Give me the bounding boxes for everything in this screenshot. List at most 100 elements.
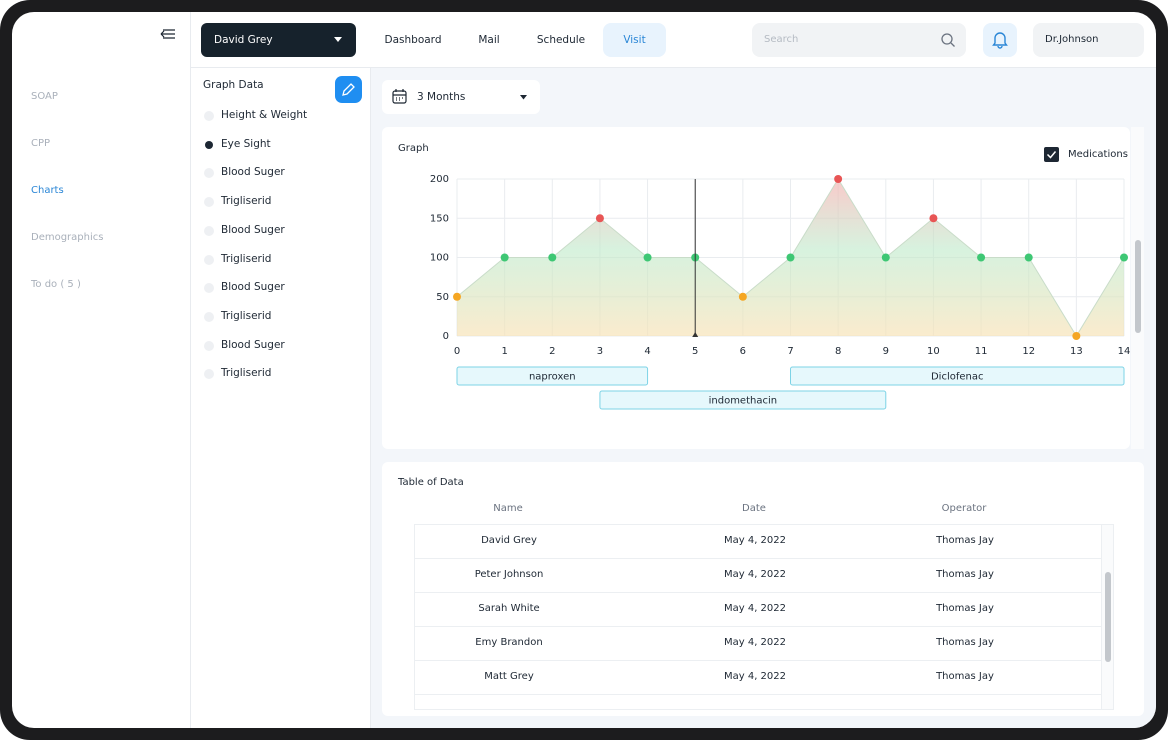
x-tick-label: 2 — [549, 346, 555, 357]
radio[interactable] — [204, 168, 214, 179]
point — [1024, 253, 1033, 262]
radio[interactable] — [204, 254, 214, 265]
check-mark — [1046, 151, 1057, 159]
caret — [520, 95, 527, 100]
x-tick-label: 3 — [597, 346, 603, 357]
table-cell: Thomas Jay — [936, 569, 994, 580]
search-box[interactable]: Search — [752, 23, 966, 57]
column-header: Operator — [941, 503, 987, 514]
sidebar-item[interactable]: CPP — [31, 138, 51, 149]
graph-list-title: Graph Data — [203, 79, 264, 91]
x-tick-label: 5 — [692, 346, 698, 357]
nav-item[interactable]: Mail — [478, 34, 500, 46]
scrollbar — [1101, 525, 1113, 709]
table-body: David Grey May 4, 2022 Thomas Jay Peter Joh… — [414, 524, 1114, 710]
nav-item[interactable]: Visit — [603, 23, 666, 57]
app: David Grey Search Dr.Johnson Graph Data … — [12, 12, 1156, 728]
graph-item[interactable]: Blood Suger — [221, 166, 285, 179]
y-tick-label: 0 — [443, 331, 449, 342]
radio[interactable] — [204, 283, 214, 294]
radio[interactable] — [204, 111, 214, 121]
y-tick-label: 100 — [430, 253, 449, 264]
search-placeholder: Search — [764, 34, 799, 45]
graph-item[interactable]: Blood Suger — [221, 223, 285, 236]
x-tick-label: 9 — [883, 346, 889, 357]
medication-bar — [456, 366, 649, 386]
y-tick-label: 150 — [430, 213, 449, 224]
radio[interactable] — [204, 197, 214, 208]
table-row[interactable]: Matt Grey May 4, 2022 Thomas Jay — [415, 661, 1101, 695]
x-tick-label: 11 — [975, 346, 988, 357]
medication-label: naproxen — [529, 372, 576, 383]
search-icon — [941, 33, 955, 47]
point — [1120, 253, 1128, 262]
cursor-marker — [692, 332, 699, 337]
graph-item[interactable]: Trigliserid — [221, 195, 272, 208]
graph-item[interactable]: Trigliserid — [221, 367, 272, 380]
edit-button[interactable] — [335, 76, 362, 103]
x-tick-label: 13 — [1070, 346, 1083, 357]
table-row[interactable]: Peter Johnson May 4, 2022 Thomas Jay — [415, 559, 1101, 593]
radio[interactable] — [204, 225, 214, 236]
graph-item[interactable]: Blood Suger — [221, 338, 285, 351]
scrollbar — [1131, 127, 1144, 449]
table-cell: Thomas Jay — [936, 535, 994, 546]
table-cell: May 4, 2022 — [723, 637, 787, 648]
divider — [370, 68, 371, 728]
graph-item[interactable]: Height & Weight — [221, 109, 308, 121]
table-cell: May 4, 2022 — [723, 603, 787, 614]
caret — [334, 37, 342, 42]
nav-item[interactable]: Schedule — [536, 34, 586, 46]
scroll-thumb[interactable] — [1105, 572, 1111, 662]
table-cell: May 4, 2022 — [723, 535, 787, 546]
bell-icon — [992, 32, 1008, 49]
point — [453, 292, 461, 301]
x-tick-label: 0 — [454, 346, 460, 357]
x-tick-label: 8 — [835, 346, 841, 357]
radio[interactable] — [205, 140, 213, 149]
medication-bar — [790, 366, 1125, 386]
point — [834, 175, 843, 183]
legend-checkbox[interactable] — [1044, 147, 1059, 162]
table-row[interactable]: Emy Brandon May 4, 2022 Thomas Jay — [415, 627, 1101, 661]
graph-item[interactable]: Eye Sight — [221, 137, 271, 150]
user-name: Dr.Johnson — [1045, 34, 1099, 45]
sidebar-item[interactable]: To do ( 5 ) — [31, 279, 81, 290]
scroll-thumb[interactable] — [1135, 240, 1141, 333]
graph-item[interactable]: Trigliserid — [221, 252, 272, 265]
medication-label: Diclofenac — [931, 372, 984, 383]
graph-item[interactable]: Trigliserid — [221, 309, 272, 322]
radio[interactable] — [204, 311, 214, 322]
y-tick-label: 50 — [436, 292, 449, 303]
patient-select[interactable]: David Grey — [201, 23, 356, 57]
radio[interactable] — [204, 369, 214, 380]
point — [977, 253, 986, 262]
table-cell: Emy Brandon — [475, 637, 543, 648]
sidebar-toggle[interactable] — [160, 26, 178, 42]
point — [738, 292, 747, 301]
x-tick-label: 14 — [1118, 346, 1130, 357]
table-title: Table of Data — [398, 477, 464, 488]
user-box[interactable]: Dr.Johnson — [1033, 23, 1144, 57]
notification-button[interactable] — [983, 23, 1017, 57]
point — [1072, 332, 1081, 340]
sidebar-item[interactable]: Charts — [31, 185, 64, 196]
point — [643, 253, 652, 262]
graph-item[interactable]: Blood Suger — [221, 281, 285, 294]
point — [786, 253, 795, 262]
radio[interactable] — [204, 340, 214, 351]
chart-title: Graph — [398, 143, 429, 154]
nav-item[interactable]: Dashboard — [384, 34, 442, 46]
patient-name: David Grey — [214, 34, 273, 46]
table-row[interactable]: Sarah White May 4, 2022 Thomas Jay — [415, 593, 1101, 627]
range-select[interactable]: 3 Months — [382, 80, 540, 114]
table-row[interactable]: David Grey May 4, 2022 Thomas Jay — [415, 525, 1101, 559]
x-tick-label: 6 — [740, 346, 746, 357]
x-tick-label: 4 — [644, 346, 650, 357]
medication-bar — [599, 390, 887, 410]
sidebar-item[interactable]: Demographics — [31, 232, 104, 243]
sidebar-item[interactable]: SOAP — [31, 91, 58, 102]
y-tick-label: 200 — [430, 174, 449, 185]
legend-label: Medications — [1068, 149, 1128, 160]
